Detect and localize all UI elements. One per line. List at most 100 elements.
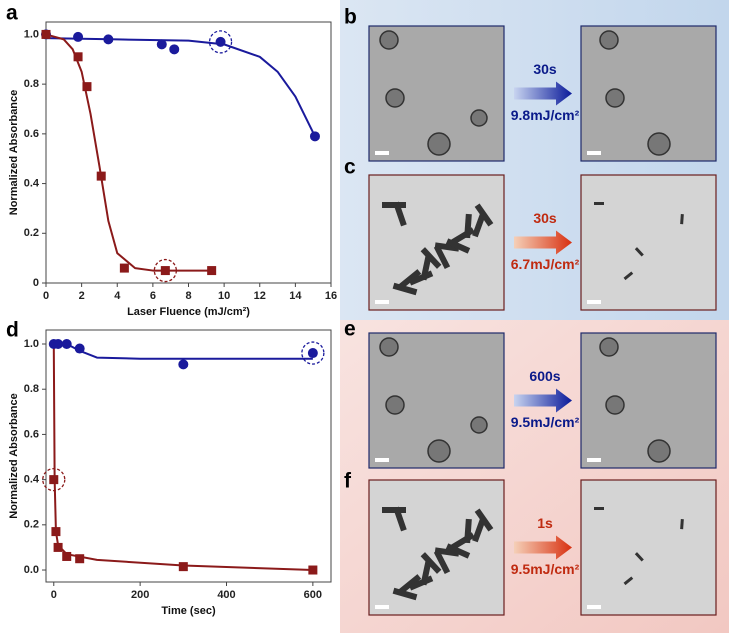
y-tick-label: 0.8 xyxy=(24,78,39,90)
particle xyxy=(647,439,671,463)
scale-bar xyxy=(587,458,601,462)
particle xyxy=(379,30,399,50)
scale-bar xyxy=(375,458,389,462)
rod xyxy=(393,506,407,532)
y-tick-label: 1.0 xyxy=(24,338,39,350)
highlight-ring xyxy=(153,258,177,283)
data-point xyxy=(53,339,64,350)
highlight-ring xyxy=(42,467,66,492)
x-tick-label: 16 xyxy=(325,290,337,302)
fit-line xyxy=(53,343,313,360)
scale-bar xyxy=(587,605,601,609)
particle xyxy=(605,395,625,415)
data-point xyxy=(178,359,189,370)
scale-bar xyxy=(375,151,389,155)
particle xyxy=(379,337,399,357)
panel-label: a xyxy=(6,2,18,25)
micrographs: b 30s 9.8mJ/cm² c 30s 6.7mJ/cm² e 600s 9.5mJ/cm²… xyxy=(344,6,717,616)
micrograph xyxy=(580,332,717,469)
data-point xyxy=(74,343,85,354)
data-point xyxy=(169,44,180,55)
y-axis-label: Normalized Absorbance xyxy=(8,393,20,519)
data-point xyxy=(156,39,167,50)
data-point xyxy=(82,82,92,92)
y-tick-label: 0.0 xyxy=(24,564,39,576)
data-point xyxy=(103,34,114,45)
rod xyxy=(434,547,460,557)
data-point xyxy=(160,266,170,276)
condition-fluence: 9.5mJ/cm² xyxy=(511,414,580,430)
rod xyxy=(594,202,604,205)
condition-fluence: 6.7mJ/cm² xyxy=(511,256,580,272)
y-tick-label: 0.2 xyxy=(24,227,39,239)
rod xyxy=(472,212,486,238)
data-point xyxy=(73,52,83,62)
plot-frame xyxy=(45,21,332,284)
particle xyxy=(599,337,619,357)
data-point xyxy=(309,131,320,142)
condition-time: 30s xyxy=(533,61,557,77)
arrow xyxy=(514,388,572,413)
rod xyxy=(634,552,644,562)
rod xyxy=(445,238,471,254)
rod xyxy=(445,543,471,559)
particle xyxy=(647,132,671,156)
arrow xyxy=(514,81,572,106)
data-point xyxy=(207,266,217,276)
x-tick-label: 12 xyxy=(254,290,266,302)
panel-label: e xyxy=(344,318,356,341)
particle xyxy=(427,439,451,463)
fit-line xyxy=(45,33,212,272)
rod xyxy=(392,587,418,601)
rod xyxy=(680,214,684,225)
plot-frame xyxy=(45,329,332,583)
x-tick-label: 14 xyxy=(289,290,302,302)
rod xyxy=(434,242,460,252)
data-point xyxy=(73,31,84,42)
x-tick-label: 0 xyxy=(43,290,49,302)
rod xyxy=(433,549,451,575)
data-point xyxy=(215,36,226,47)
particle xyxy=(599,30,619,50)
condition-fluence: 9.8mJ/cm² xyxy=(511,107,580,123)
particle xyxy=(427,132,451,156)
arrow xyxy=(514,230,572,255)
y-tick-label: 1.0 xyxy=(24,28,39,40)
scale-bar xyxy=(587,300,601,304)
data-point xyxy=(51,527,61,537)
micrograph xyxy=(580,479,717,616)
rod xyxy=(451,227,475,245)
x-tick-label: 6 xyxy=(150,290,156,302)
y-tick-label: 0.4 xyxy=(24,474,40,486)
data-point xyxy=(53,542,63,552)
rod xyxy=(433,244,451,270)
panel-label: b xyxy=(344,6,357,29)
highlight-ring xyxy=(208,30,233,54)
condition-time: 30s xyxy=(533,210,557,226)
rod xyxy=(451,532,475,550)
panel-label: c xyxy=(344,156,356,179)
rod xyxy=(623,576,634,586)
arrow xyxy=(514,535,572,560)
x-tick-label: 400 xyxy=(217,589,235,601)
rod xyxy=(408,575,434,591)
y-tick-label: 0.2 xyxy=(24,519,39,531)
condition-time: 1s xyxy=(537,515,553,531)
particle xyxy=(605,88,625,108)
x-tick-label: 600 xyxy=(304,589,322,601)
fit-line xyxy=(52,344,313,572)
rod xyxy=(393,201,407,227)
rod xyxy=(398,574,422,594)
x-axis-label: Laser Fluence (mJ/cm²) xyxy=(127,306,250,318)
data-point xyxy=(307,348,318,359)
rod xyxy=(398,269,422,289)
x-tick-label: 0 xyxy=(51,589,57,601)
particle xyxy=(470,109,488,127)
rod xyxy=(594,507,604,510)
panel-label: d xyxy=(6,319,19,342)
y-axis-label: Normalized Absorbance xyxy=(8,90,20,216)
micrograph xyxy=(580,25,717,162)
particle xyxy=(385,88,405,108)
x-tick-label: 200 xyxy=(131,589,149,601)
